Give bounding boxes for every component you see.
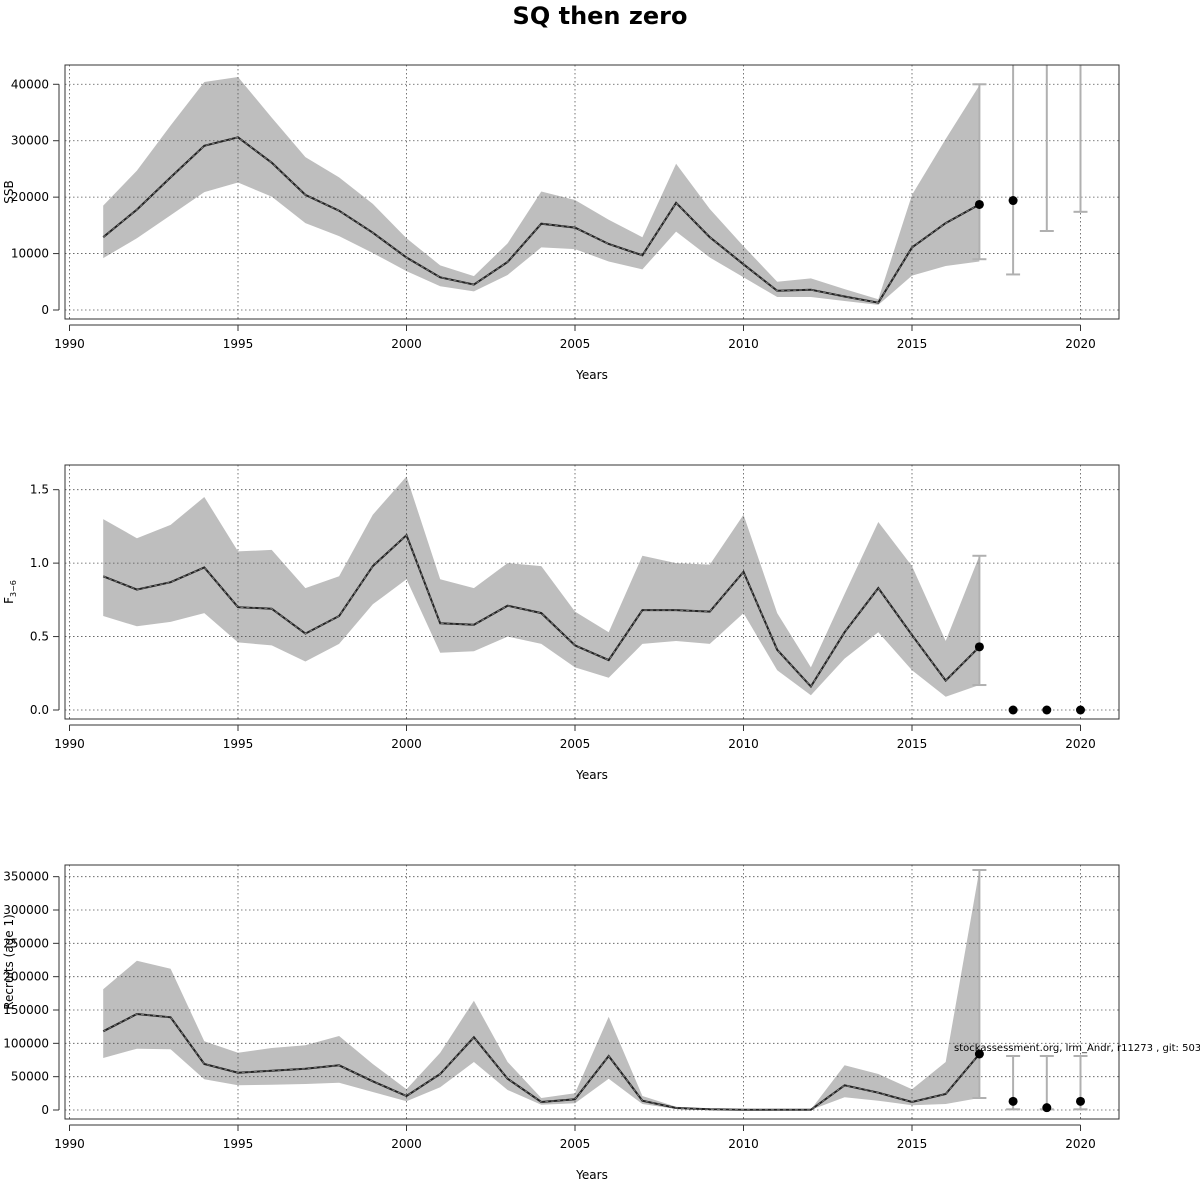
x-tick-label: 2020: [1065, 737, 1096, 751]
y-tick-label: 200000: [3, 970, 49, 984]
confidence-band: [103, 476, 980, 697]
forecast-point: [1008, 196, 1018, 206]
x-tick-label: 1990: [54, 337, 85, 351]
panel-ssb: 1990 1995 2000 2005 2010 2015 2020 Years 0 10000 2…: [2, 64, 1120, 382]
y-tick-label: 0.0: [30, 703, 49, 717]
y-tick-label: 350000: [3, 870, 49, 884]
y-axis-label: SSB: [2, 180, 16, 203]
panel-fishing-mortality: 1990 1995 2000 2005 2010 2015 2020 Years 0.0 0.5 1…: [2, 464, 1120, 782]
x-axis-label: Years: [575, 768, 608, 782]
y-tick-label: 300000: [3, 903, 49, 917]
forecast-point: [1008, 1096, 1018, 1106]
x-tick-label: 2020: [1065, 337, 1096, 351]
chart-title: SQ then zero: [512, 2, 688, 30]
y-tick-label: 1.5: [30, 483, 49, 497]
x-axis-label: Years: [575, 368, 608, 382]
x-tick-label: 2010: [728, 337, 759, 351]
x-tick-label: 2005: [560, 1137, 591, 1151]
x-tick-label: 1995: [223, 1137, 254, 1151]
y-tick-label: 10000: [11, 247, 49, 261]
forecast-point: [1076, 705, 1085, 715]
y-tick-label: 150000: [3, 1003, 49, 1017]
plot-frame: [64, 464, 1120, 720]
y-tick-label: 250000: [3, 936, 49, 950]
plot-frame: [64, 864, 1120, 1120]
forecast-point: [974, 1049, 984, 1059]
forecast-point: [1008, 705, 1018, 715]
x-tick-label: 2005: [560, 737, 591, 751]
x-tick-label: 2010: [728, 737, 759, 751]
forecast-point: [1042, 705, 1052, 715]
y-tick-label: 0: [41, 1103, 49, 1117]
y-tick-label: 0.5: [30, 630, 49, 644]
estimate-line: [102, 136, 980, 304]
x-tick-label: 2000: [391, 337, 422, 351]
x-tick-label: 2010: [728, 1137, 759, 1151]
y-axis-label-subscript: 3−6: [9, 580, 18, 597]
x-tick-label: 2020: [1065, 1137, 1096, 1151]
x-tick-label: 1990: [54, 737, 85, 751]
panel-recruits: 1990 1995 2000 2005 2010 2015 2020 Years 0 50000 1…: [2, 864, 1120, 1182]
forecast-point: [974, 199, 984, 209]
y-tick-label: 1.0: [30, 556, 49, 570]
x-tick-label: 2015: [897, 337, 928, 351]
y-tick-label: 50000: [11, 1070, 49, 1084]
x-tick-label: 1995: [223, 337, 254, 351]
confidence-band: [103, 77, 980, 305]
x-axis-label: Years: [575, 1168, 608, 1182]
estimate-line-dash: [103, 534, 980, 688]
forecast-point: [1076, 1096, 1085, 1106]
x-tick-label: 1990: [54, 1137, 85, 1151]
y-axis-label: Recruits (age 1): [2, 914, 16, 1010]
x-tick-label: 2015: [897, 737, 928, 751]
footnote: stockassessment.org, lrm_Andr, r11273 , …: [954, 1043, 1200, 1054]
x-tick-label: 1995: [223, 737, 254, 751]
y-tick-label: 30000: [11, 134, 49, 148]
x-tick-label: 2005: [560, 337, 591, 351]
x-tick-label: 2015: [897, 1137, 928, 1151]
y-axis-label: F3−6: [2, 580, 18, 604]
forecast-point: [1042, 1103, 1052, 1113]
forecast-point: [974, 642, 984, 652]
y-tick-label: 20000: [11, 190, 49, 204]
x-tick-label: 2000: [391, 737, 422, 751]
confidence-band: [103, 870, 980, 1110]
x-tick-label: 2000: [391, 1137, 422, 1151]
plot-frame: [64, 64, 1120, 320]
estimate-line-dash: [103, 1013, 980, 1111]
y-tick-label: 40000: [11, 77, 49, 91]
y-tick-label: 0: [41, 303, 49, 317]
y-tick-label: 100000: [3, 1036, 49, 1050]
